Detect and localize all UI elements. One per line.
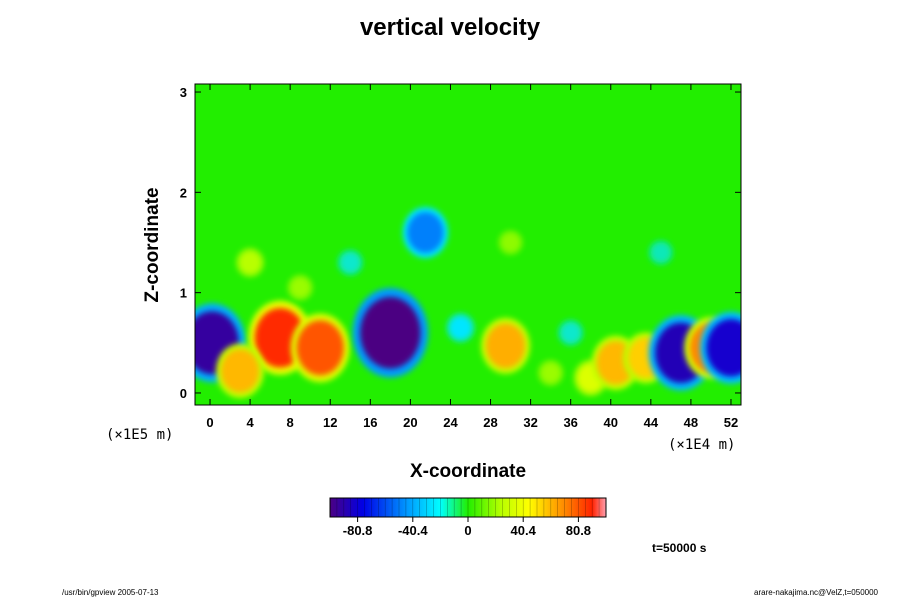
velocity-feature: [238, 250, 262, 275]
velocity-feature: [560, 322, 582, 344]
x-tick-label: 16: [363, 415, 377, 430]
x-axis: 0 4 8 12 16 20 24 28 32 36 40 44 48 52: [206, 84, 738, 430]
y-tick-label: 0: [180, 386, 187, 401]
x-tick-label: 44: [644, 415, 659, 430]
x-tick-label: 36: [563, 415, 577, 430]
y-tick-label: 3: [180, 85, 187, 100]
x-tick-label: 12: [323, 415, 337, 430]
colorbar-tick-label: 40.4: [511, 523, 537, 538]
x-tick-label: 32: [523, 415, 537, 430]
x-tick-label: 0: [206, 415, 213, 430]
x-tick-label: 4: [246, 415, 254, 430]
velocity-feature: [289, 277, 311, 299]
time-label: t=50000 s: [652, 541, 707, 555]
x-scale-note: (×1E4 m): [668, 437, 735, 453]
heatmap-area: [194, 83, 742, 406]
x-tick-label: 40: [604, 415, 618, 430]
z-scale-note: (×1E5 m): [106, 427, 173, 443]
velocity-feature: [448, 315, 472, 340]
velocity-feature: [706, 319, 741, 377]
colorbar-tick-label: -40.4: [398, 523, 428, 538]
y-tick-label: 1: [180, 286, 187, 301]
y-axis: 0 1 2 3: [180, 85, 741, 401]
plot-frame: [194, 83, 742, 406]
velocity-feature: [360, 296, 421, 369]
velocity-feature: [500, 232, 521, 253]
velocity-feature: [650, 242, 671, 263]
colorbar: -80.8 -40.4 0 40.4 80.8: [329, 497, 607, 538]
x-tick-label: 24: [443, 415, 458, 430]
x-axis-title: X-coordinate: [410, 461, 526, 482]
velocity-feature: [339, 251, 361, 274]
velocity-feature: [296, 320, 344, 376]
colorbar-tick-label: 80.8: [566, 523, 591, 538]
colorbar-tick-label: -80.8: [343, 523, 373, 538]
x-tick-label: 20: [403, 415, 417, 430]
x-tick-label: 28: [483, 415, 497, 430]
x-tick-label: 48: [684, 415, 698, 430]
x-tick-label: 52: [724, 415, 738, 430]
colorbar-tick-label: 0: [464, 523, 471, 538]
footer-left: /usr/bin/gpview 2005-07-13: [62, 588, 159, 597]
velocity-features: [195, 206, 741, 399]
velocity-feature: [540, 362, 562, 384]
colorbar-ticks: -80.8 -40.4 0 40.4 80.8: [329, 498, 607, 538]
x-tick-label: 8: [287, 415, 294, 430]
y-axis-title: Z-coordinate: [142, 187, 163, 302]
y-tick-label: 2: [180, 185, 187, 200]
velocity-feature: [485, 323, 526, 369]
chart-title: vertical velocity: [359, 14, 541, 41]
velocity-feature: [407, 212, 444, 253]
velocity-feature: [220, 349, 260, 393]
footer-right: arare-nakajima.nc@VelZ,t=050000: [754, 588, 878, 597]
